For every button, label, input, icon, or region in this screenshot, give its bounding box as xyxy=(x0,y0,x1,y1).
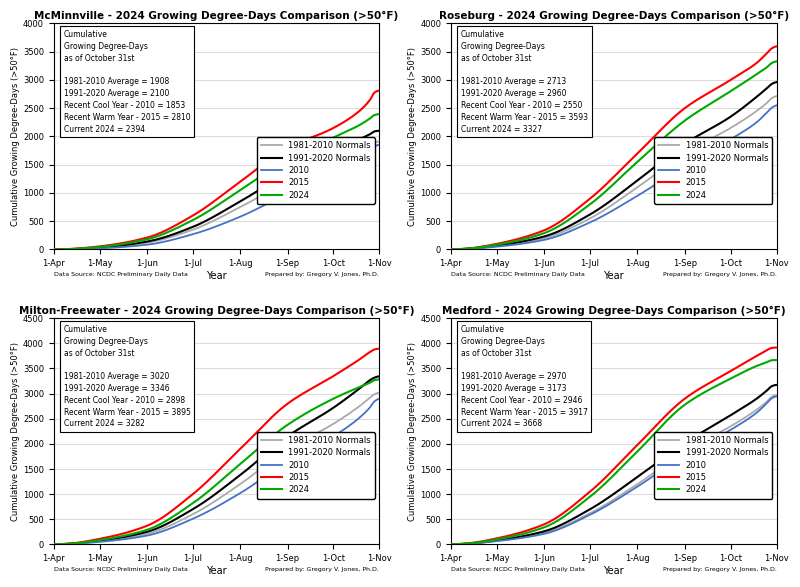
Y-axis label: Cumulative Growing Degree-Days (>50°F): Cumulative Growing Degree-Days (>50°F) xyxy=(408,342,418,521)
Legend: 1981-2010 Normals, 1991-2020 Normals, 2010, 2015, 2024: 1981-2010 Normals, 1991-2020 Normals, 20… xyxy=(257,137,375,204)
Legend: 1981-2010 Normals, 1991-2020 Normals, 2010, 2015, 2024: 1981-2010 Normals, 1991-2020 Normals, 20… xyxy=(654,137,772,204)
Y-axis label: Cumulative Growing Degree-Days (>50°F): Cumulative Growing Degree-Days (>50°F) xyxy=(11,342,20,521)
Text: Data Source: NCDC Preliminary Daily Data: Data Source: NCDC Preliminary Daily Data xyxy=(451,567,585,572)
Title: McMinnville - 2024 Growing Degree-Days Comparison (>50°F): McMinnville - 2024 Growing Degree-Days C… xyxy=(34,11,398,21)
X-axis label: Year: Year xyxy=(603,271,624,281)
Y-axis label: Cumulative Growing Degree-Days (>50°F): Cumulative Growing Degree-Days (>50°F) xyxy=(11,47,20,226)
Legend: 1981-2010 Normals, 1991-2020 Normals, 2010, 2015, 2024: 1981-2010 Normals, 1991-2020 Normals, 20… xyxy=(257,432,375,498)
Text: Cumulative
Growing Degree-Days
as of October 31st

1981-2010 Average = 2970
1991: Cumulative Growing Degree-Days as of Oct… xyxy=(461,325,588,429)
Title: Milton-Freewater - 2024 Growing Degree-Days Comparison (>50°F): Milton-Freewater - 2024 Growing Degree-D… xyxy=(18,306,414,316)
Text: Data Source: NCDC Preliminary Daily Data: Data Source: NCDC Preliminary Daily Data xyxy=(54,567,188,572)
Text: Prepared by: Gregory V. Jones, Ph.D.: Prepared by: Gregory V. Jones, Ph.D. xyxy=(662,272,777,277)
X-axis label: Year: Year xyxy=(206,271,227,281)
Text: Cumulative
Growing Degree-Days
as of October 31st

1981-2010 Average = 1908
1991: Cumulative Growing Degree-Days as of Oct… xyxy=(63,30,190,133)
Text: Prepared by: Gregory V. Jones, Ph.D.: Prepared by: Gregory V. Jones, Ph.D. xyxy=(662,567,777,572)
Title: Medford - 2024 Growing Degree-Days Comparison (>50°F): Medford - 2024 Growing Degree-Days Compa… xyxy=(442,306,786,316)
Text: Prepared by: Gregory V. Jones, Ph.D.: Prepared by: Gregory V. Jones, Ph.D. xyxy=(266,567,379,572)
Text: Cumulative
Growing Degree-Days
as of October 31st

1981-2010 Average = 2713
1991: Cumulative Growing Degree-Days as of Oct… xyxy=(461,30,588,133)
X-axis label: Year: Year xyxy=(206,566,227,576)
Text: Prepared by: Gregory V. Jones, Ph.D.: Prepared by: Gregory V. Jones, Ph.D. xyxy=(266,272,379,277)
Text: Data Source: NCDC Preliminary Daily Data: Data Source: NCDC Preliminary Daily Data xyxy=(451,272,585,277)
Text: Cumulative
Growing Degree-Days
as of October 31st

1981-2010 Average = 3020
1991: Cumulative Growing Degree-Days as of Oct… xyxy=(63,325,190,429)
Text: Data Source: NCDC Preliminary Daily Data: Data Source: NCDC Preliminary Daily Data xyxy=(54,272,188,277)
Y-axis label: Cumulative Growing Degree-Days (>50°F): Cumulative Growing Degree-Days (>50°F) xyxy=(408,47,418,226)
Title: Roseburg - 2024 Growing Degree-Days Comparison (>50°F): Roseburg - 2024 Growing Degree-Days Comp… xyxy=(438,11,789,21)
X-axis label: Year: Year xyxy=(603,566,624,576)
Legend: 1981-2010 Normals, 1991-2020 Normals, 2010, 2015, 2024: 1981-2010 Normals, 1991-2020 Normals, 20… xyxy=(654,432,772,498)
